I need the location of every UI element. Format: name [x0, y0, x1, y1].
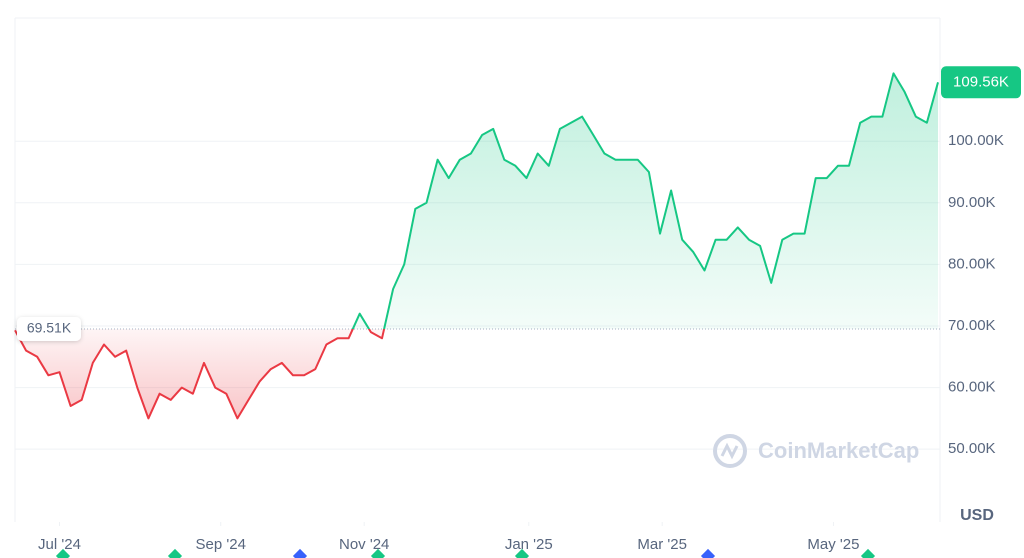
watermark-logo [713, 434, 747, 468]
price-line [14, 72, 939, 420]
x-tick-label: Mar '25 [637, 536, 687, 553]
event-marker [700, 548, 716, 558]
watermark-logo-mark [720, 442, 739, 460]
baseline-label-box [17, 316, 81, 341]
watermark: CoinMarketCap [713, 434, 919, 468]
x-tick-label: Nov '24 [339, 536, 389, 553]
x-tick-label: Jan '25 [505, 536, 553, 553]
event-marker [514, 548, 530, 558]
event-marker [370, 548, 386, 558]
event-markers [55, 548, 876, 558]
watermark-text: CoinMarketCap [758, 438, 919, 463]
y-tick-label: 70.00K [948, 317, 996, 334]
baseline-label: 69.51K [27, 320, 72, 336]
y-tick-label: 50.00K [948, 440, 996, 457]
current-price-box [941, 66, 1021, 99]
unit-label: USD [960, 507, 994, 524]
price-area [15, 73, 938, 419]
y-tick-label: 100.00K [948, 132, 1004, 149]
y-tick-label: 60.00K [948, 379, 996, 396]
event-marker [167, 548, 183, 558]
x-tick-label: Sep '24 [196, 536, 246, 553]
event-marker [55, 548, 71, 558]
current-price-label: 109.56K [953, 73, 1009, 90]
event-marker [292, 548, 308, 558]
x-tick-label: May '25 [807, 536, 859, 553]
y-tick-label: 90.00K [948, 194, 996, 211]
event-marker [860, 548, 876, 558]
x-tick-label: Jul '24 [38, 536, 81, 553]
y-tick-label: 80.00K [948, 255, 996, 272]
